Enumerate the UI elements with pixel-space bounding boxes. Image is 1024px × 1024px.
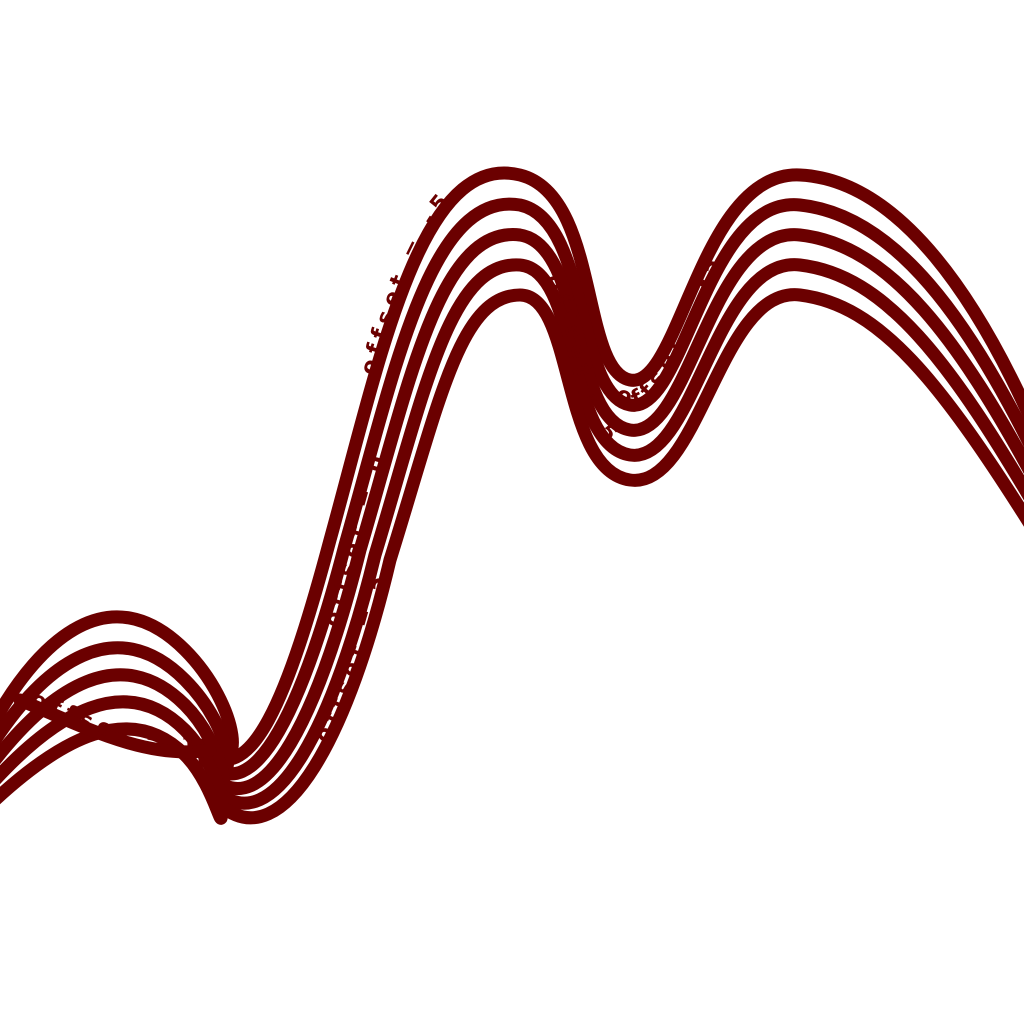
curve-group: [0, 173, 1024, 818]
offset-curve-4: [0, 265, 1024, 804]
